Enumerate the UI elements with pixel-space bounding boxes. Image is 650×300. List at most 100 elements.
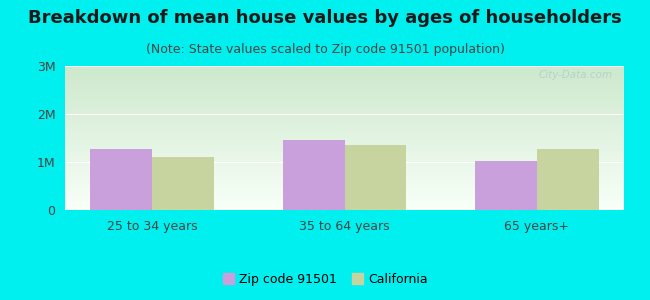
Bar — [65, 116, 624, 117]
Legend: Zip code 91501, California: Zip code 91501, California — [218, 268, 432, 291]
Bar — [65, 147, 624, 148]
Bar — [65, 153, 624, 154]
Bar — [65, 80, 624, 81]
Bar — [65, 112, 624, 113]
Bar — [65, 103, 624, 104]
Bar — [65, 90, 624, 91]
Bar — [65, 163, 624, 164]
Bar — [65, 173, 624, 174]
Bar — [65, 145, 624, 146]
Bar — [65, 89, 624, 90]
Bar — [65, 141, 624, 142]
Bar — [65, 105, 624, 106]
Bar — [65, 109, 624, 110]
Bar — [65, 133, 624, 134]
Bar — [90, 148, 152, 210]
Bar — [65, 79, 624, 80]
Bar — [65, 101, 624, 102]
Bar — [65, 135, 624, 136]
Bar — [65, 128, 624, 129]
Bar — [65, 126, 624, 127]
Text: City-Data.com: City-Data.com — [539, 70, 613, 80]
Bar — [65, 137, 624, 138]
Bar — [65, 178, 624, 179]
Bar — [65, 131, 624, 132]
Bar — [65, 165, 624, 166]
Bar — [537, 148, 599, 210]
Bar — [65, 130, 624, 131]
Bar — [65, 129, 624, 130]
Bar — [65, 162, 624, 163]
Bar — [65, 154, 624, 155]
Bar — [65, 76, 624, 77]
Bar — [65, 198, 624, 199]
Bar — [65, 148, 624, 149]
Bar — [65, 152, 624, 153]
Bar — [65, 81, 624, 82]
Bar — [65, 132, 624, 133]
Bar — [65, 66, 624, 67]
Bar — [65, 144, 624, 145]
Bar — [65, 78, 624, 79]
Bar — [65, 159, 624, 160]
Bar — [65, 67, 624, 68]
Bar — [65, 196, 624, 197]
Bar — [65, 208, 624, 209]
Bar — [65, 84, 624, 85]
Bar — [65, 110, 624, 111]
Bar — [65, 150, 624, 151]
Bar — [65, 100, 624, 101]
Bar — [65, 71, 624, 72]
Bar — [65, 111, 624, 112]
Bar — [65, 68, 624, 69]
Bar — [65, 182, 624, 183]
Bar — [65, 97, 624, 98]
Bar — [283, 140, 344, 210]
Bar — [65, 93, 624, 94]
Bar — [65, 99, 624, 100]
Bar — [65, 200, 624, 201]
Bar — [65, 124, 624, 125]
Bar — [65, 106, 624, 107]
Bar — [65, 166, 624, 167]
Bar — [65, 107, 624, 108]
Bar — [65, 187, 624, 188]
Bar — [152, 157, 214, 210]
Bar — [65, 170, 624, 171]
Bar — [65, 191, 624, 192]
Bar — [65, 140, 624, 141]
Bar — [65, 204, 624, 205]
Bar — [65, 118, 624, 119]
Text: Breakdown of mean house values by ages of householders: Breakdown of mean house values by ages o… — [28, 9, 622, 27]
Bar — [65, 157, 624, 158]
Bar — [344, 145, 406, 210]
Bar — [65, 186, 624, 187]
Bar — [65, 113, 624, 114]
Bar — [65, 122, 624, 123]
Bar — [65, 120, 624, 121]
Bar — [65, 183, 624, 184]
Bar — [65, 114, 624, 115]
Bar — [65, 146, 624, 147]
Bar — [65, 164, 624, 165]
Bar — [65, 201, 624, 202]
Bar — [65, 69, 624, 70]
Bar — [65, 136, 624, 137]
Bar — [65, 199, 624, 200]
Bar — [65, 155, 624, 156]
Bar — [65, 206, 624, 207]
Bar — [65, 203, 624, 204]
Bar — [65, 167, 624, 168]
Bar — [65, 83, 624, 84]
Bar — [65, 74, 624, 75]
Bar — [65, 158, 624, 159]
Bar — [65, 197, 624, 198]
Bar — [65, 125, 624, 126]
Bar — [65, 72, 624, 73]
Bar — [65, 196, 624, 197]
Bar — [65, 192, 624, 193]
Bar — [65, 179, 624, 180]
Bar — [65, 168, 624, 169]
Bar — [65, 202, 624, 203]
Bar — [65, 181, 624, 182]
